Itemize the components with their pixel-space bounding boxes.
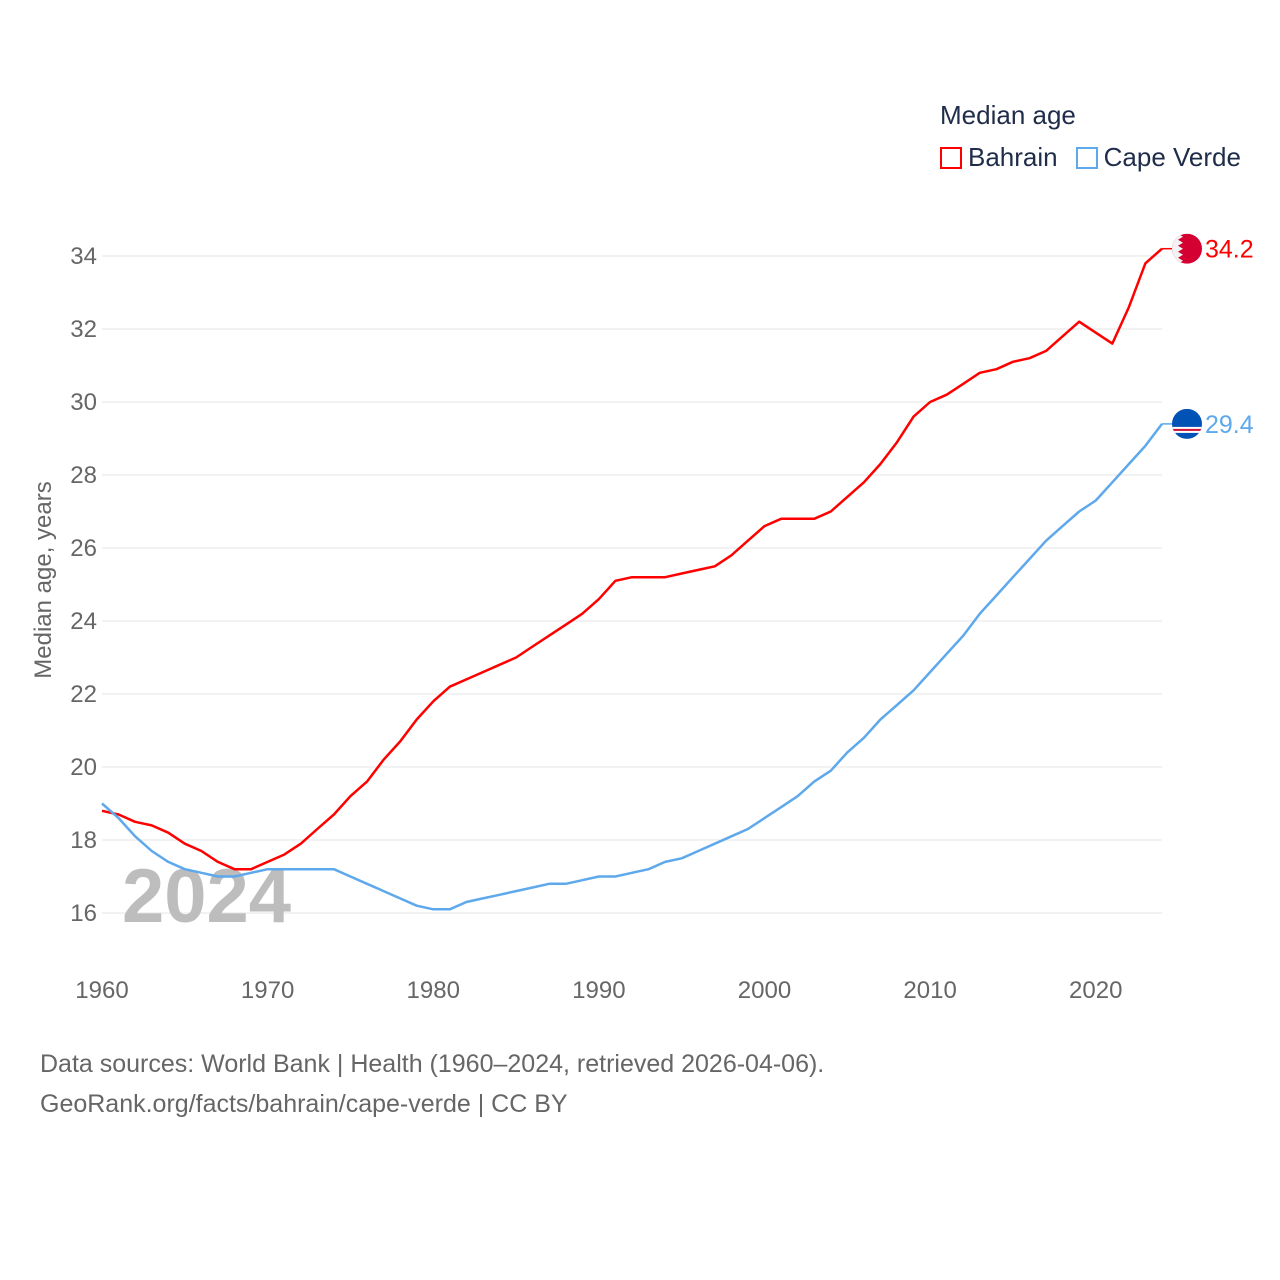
y-tick-label: 22 [70, 681, 97, 708]
legend-item-bahrain[interactable]: Bahrain [940, 142, 1058, 173]
legend-label: Cape Verde [1103, 142, 1241, 172]
bahrain-flag-icon [1172, 233, 1202, 264]
series-lines [101, 247, 1163, 911]
legend-title: Median age [940, 100, 1076, 130]
end-labels: 34.2 29.4 [1162, 233, 1254, 439]
y-tick-label: 28 [70, 462, 97, 489]
x-tick-label: 2020 [1069, 977, 1122, 1004]
series-line-cape-verde[interactable] [101, 423, 1163, 911]
y-tick-label: 34 [70, 243, 97, 270]
series-line-bahrain[interactable] [101, 247, 1163, 871]
y-tick-label: 30 [70, 389, 97, 416]
x-tick-label: 1990 [572, 977, 625, 1004]
legend: Bahrain Cape Verde [940, 142, 1241, 173]
gridlines [102, 255, 1162, 914]
legend-swatch-cape-verde [1075, 146, 1098, 169]
x-tick-label: 1980 [407, 977, 460, 1004]
x-tick-label: 2000 [738, 977, 791, 1004]
source-line: Data sources: World Bank | Health (1960–… [40, 1050, 825, 1078]
end-value-label: 29.4 [1205, 411, 1254, 439]
y-tick-label: 26 [70, 535, 97, 562]
y-axis-label: Median age, years [30, 481, 57, 678]
y-tick-label: 24 [70, 608, 97, 635]
source-link[interactable]: GeoRank.org/facts/bahrain/cape-verde | C… [40, 1090, 568, 1118]
y-tick-label: 18 [70, 827, 97, 854]
x-axis-ticks: 1960 1970 1980 1990 2000 2010 2020 [75, 977, 1122, 1004]
legend-swatch-bahrain [940, 146, 962, 169]
year-watermark: 2024 [122, 854, 291, 939]
legend-label: Bahrain [968, 142, 1058, 172]
y-axis-ticks: 16 18 20 22 24 26 28 30 32 34 [70, 243, 97, 927]
legend-item-cape-verde[interactable]: Cape Verde [1075, 142, 1241, 173]
x-tick-label: 1970 [241, 977, 294, 1004]
y-tick-label: 32 [70, 316, 97, 343]
x-tick-label: 1960 [75, 977, 128, 1004]
source-note: Data sources: World Bank | Health (1960–… [40, 1044, 824, 1124]
cape-verde-flag-icon [1172, 408, 1202, 439]
end-value-label: 34.2 [1205, 236, 1254, 264]
x-tick-label: 2010 [903, 977, 956, 1004]
y-tick-label: 20 [70, 754, 97, 781]
y-tick-label: 16 [70, 900, 97, 927]
